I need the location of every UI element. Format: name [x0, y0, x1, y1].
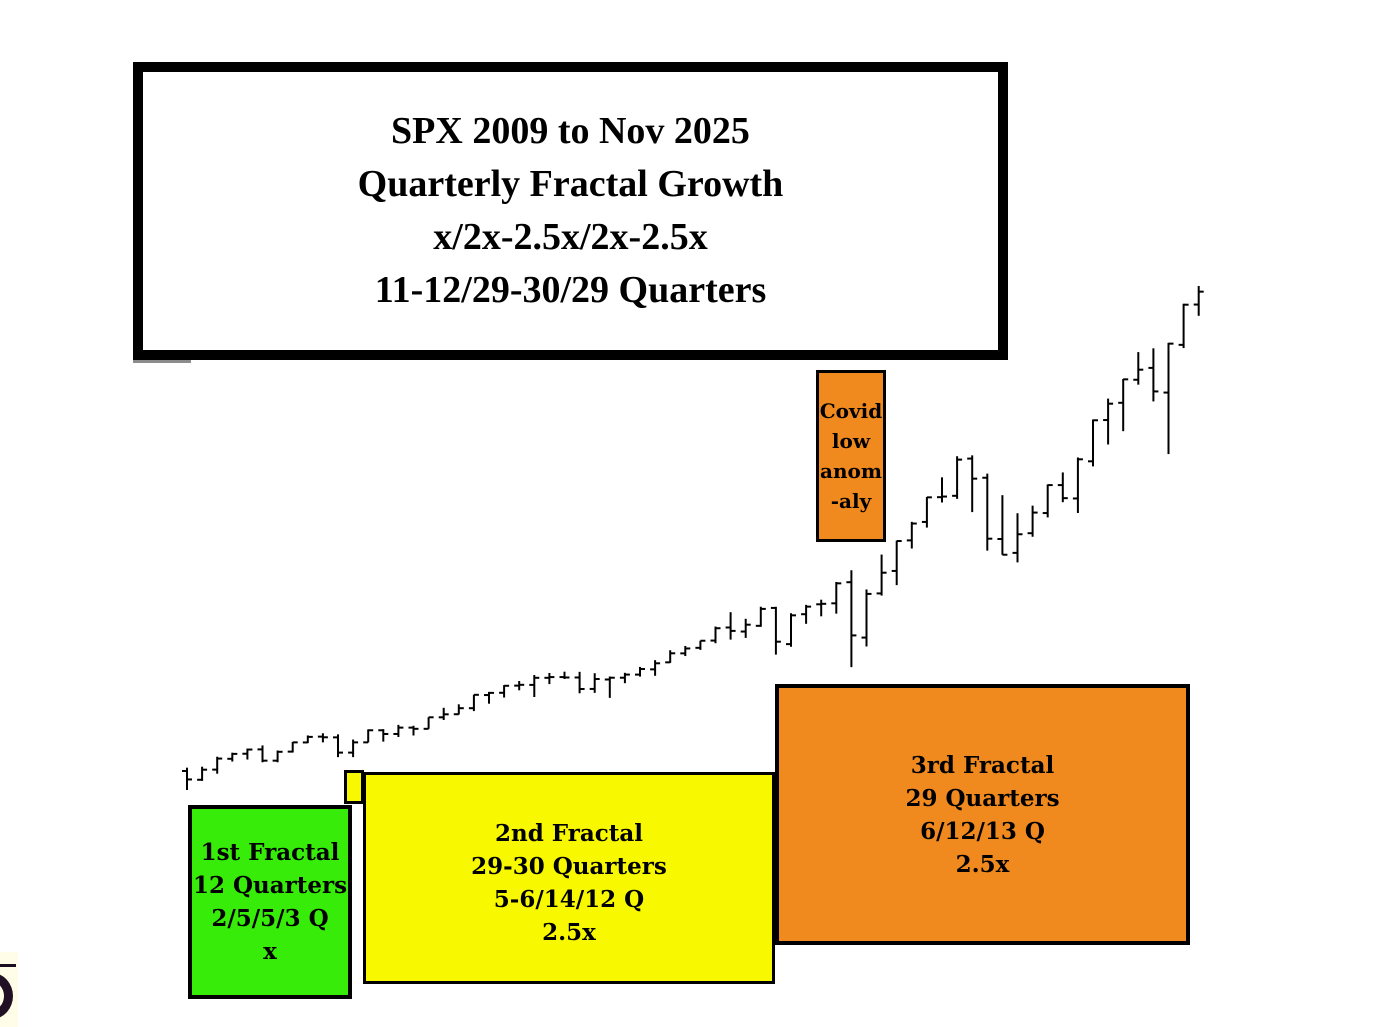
- first-fractal-line-1: 1st Fractal: [200, 839, 340, 866]
- title-line-2: Quarterly Fractal Growth: [357, 163, 784, 205]
- second-fractal-box: 2nd Fractal 29-30 Quarters 5-6/14/12 Q 2…: [363, 772, 775, 984]
- first-fractal-line-3: 2/5/5/3 Q: [211, 905, 329, 932]
- covid-anomaly-callout: Covid low anom -aly: [816, 370, 886, 542]
- title-line-3: x/2x-2.5x/2x-2.5x: [433, 216, 708, 258]
- clipped-glyph-topline: [0, 964, 16, 967]
- title-line-4: 11-12/29-30/29 Quarters: [374, 269, 767, 311]
- first-fractal-box: 1st Fractal 12 Quarters 2/5/5/3 Q x: [188, 805, 352, 999]
- third-fractal-line-4: 2.5x: [955, 850, 1010, 878]
- third-fractal-line-1: 3rd Fractal: [910, 751, 1055, 779]
- first-fractal-line-2: 12 Quarters: [192, 872, 348, 899]
- third-fractal-box: 3rd Fractal 29 Quarters 6/12/13 Q 2.5x: [775, 684, 1190, 945]
- first-fractal-line-4: x: [263, 938, 277, 965]
- covid-line-1: Covid: [819, 399, 883, 423]
- second-fractal-line-1: 2nd Fractal: [494, 820, 644, 847]
- covid-line-3: anom: [819, 459, 882, 483]
- third-fractal-line-2: 29 Quarters: [905, 784, 1060, 812]
- second-fractal-line-2: 29-30 Quarters: [471, 853, 667, 880]
- fractal-overlap-tab: [344, 770, 364, 804]
- third-fractal-line-3: 6/12/13 Q: [920, 817, 1045, 845]
- title-line-1: SPX 2009 to Nov 2025: [391, 110, 750, 152]
- covid-line-4: -aly: [830, 489, 872, 513]
- second-fractal-line-3: 5-6/14/12 Q: [493, 886, 645, 913]
- second-fractal-line-4: 2.5x: [542, 919, 596, 946]
- covid-line-2: low: [831, 429, 871, 453]
- chart-title-box: SPX 2009 to Nov 2025 Quarterly Fractal G…: [133, 62, 1008, 360]
- title-box-shadow: [133, 360, 191, 363]
